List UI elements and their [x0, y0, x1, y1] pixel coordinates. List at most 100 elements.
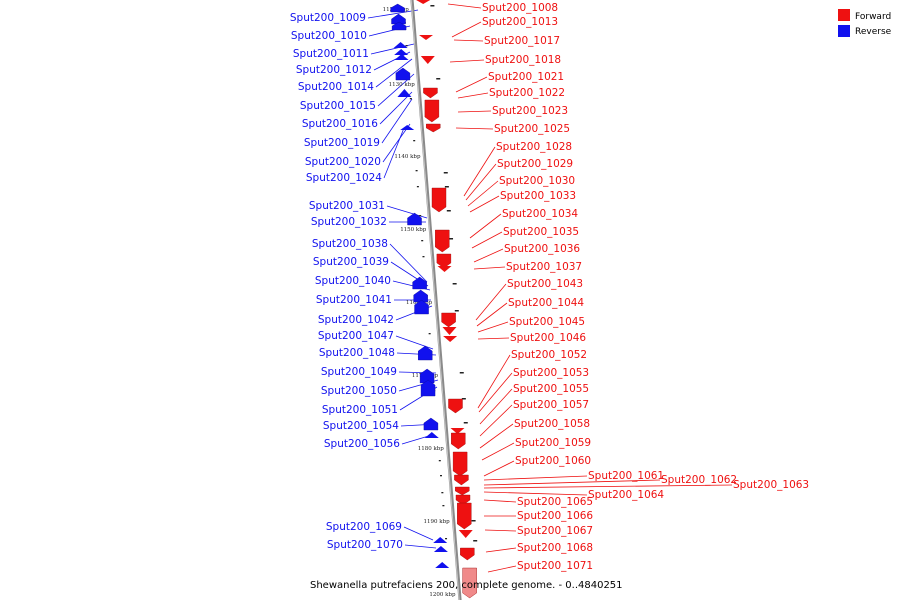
gene-label-reverse[interactable]: Sput200_1054: [323, 420, 399, 432]
forward-gene-feature[interactable]: [419, 35, 433, 40]
gene-label-forward[interactable]: Sput200_1064: [588, 489, 664, 501]
gene-label-forward[interactable]: Sput200_1060: [515, 455, 591, 467]
gene-label-forward[interactable]: Sput200_1021: [488, 71, 564, 83]
reverse-gene-feature[interactable]: [433, 546, 448, 552]
forward-gene-feature[interactable]: [455, 494, 471, 506]
gene-label-forward[interactable]: Sput200_1022: [489, 87, 565, 99]
gene-label-forward[interactable]: Sput200_1055: [513, 383, 589, 395]
gene-label-reverse[interactable]: Sput200_1039: [313, 256, 389, 268]
forward-gene-feature[interactable]: [458, 530, 473, 538]
gene-label-reverse[interactable]: Sput200_1016: [302, 118, 378, 130]
gene-label-forward[interactable]: Sput200_1053: [513, 367, 589, 379]
gene-label-forward[interactable]: Sput200_1018: [485, 54, 561, 66]
gene-label-forward[interactable]: Sput200_1059: [515, 437, 591, 449]
forward-gene-feature[interactable]: [454, 474, 469, 486]
gene-label-reverse[interactable]: Sput200_1038: [312, 238, 388, 250]
gene-label-reverse[interactable]: Sput200_1012: [296, 64, 372, 76]
forward-gene-feature[interactable]: [424, 99, 440, 123]
gene-label-forward[interactable]: Sput200_1044: [508, 297, 584, 309]
reverse-gene-feature[interactable]: [413, 289, 428, 303]
forward-gene-feature[interactable]: [443, 336, 458, 342]
forward-gene-feature[interactable]: [452, 451, 468, 477]
gene-label-forward[interactable]: Sput200_1036: [504, 243, 580, 255]
gene-label-reverse[interactable]: Sput200_1024: [306, 172, 382, 184]
reverse-gene-feature[interactable]: [394, 49, 409, 55]
reverse-gene-feature[interactable]: [420, 379, 436, 397]
reverse-gene-feature[interactable]: [433, 537, 448, 543]
forward-gene-feature[interactable]: [450, 428, 465, 434]
reverse-gene-feature[interactable]: [435, 562, 450, 568]
reverse-gene-feature[interactable]: [390, 3, 405, 13]
reverse-gene-feature[interactable]: [424, 432, 439, 438]
gene-label-reverse[interactable]: Sput200_1049: [321, 366, 397, 378]
gene-label-forward[interactable]: Sput200_1058: [514, 418, 590, 430]
forward-gene-feature[interactable]: [441, 312, 456, 328]
gene-label-reverse[interactable]: Sput200_1041: [316, 294, 392, 306]
reverse-gene-feature[interactable]: [391, 13, 406, 25]
gene-label-reverse[interactable]: Sput200_1056: [324, 438, 400, 450]
gene-label-forward[interactable]: Sput200_1030: [499, 175, 575, 187]
gene-label-forward[interactable]: Sput200_1061: [588, 470, 664, 482]
gene-label-forward[interactable]: Sput200_1045: [509, 316, 585, 328]
gene-label-forward[interactable]: Sput200_1013: [482, 16, 558, 28]
gene-label-forward[interactable]: Sput200_1025: [494, 123, 570, 135]
reverse-gene-feature[interactable]: [397, 89, 412, 97]
gene-label-reverse[interactable]: Sput200_1015: [300, 100, 376, 112]
forward-gene-feature[interactable]: [437, 266, 452, 272]
forward-gene-feature[interactable]: [431, 187, 447, 213]
reverse-gene-feature[interactable]: [423, 417, 439, 431]
gene-label-reverse[interactable]: Sput200_1019: [304, 137, 380, 149]
reverse-gene-feature[interactable]: [393, 42, 408, 48]
gene-label-reverse[interactable]: Sput200_1014: [298, 81, 374, 93]
gene-label-forward[interactable]: Sput200_1052: [511, 349, 587, 361]
forward-gene-feature[interactable]: [426, 123, 441, 133]
gene-label-reverse[interactable]: Sput200_1020: [305, 156, 381, 168]
gene-label-forward[interactable]: Sput200_1046: [510, 332, 586, 344]
gene-label-reverse[interactable]: Sput200_1047: [318, 330, 394, 342]
gene-label-forward[interactable]: Sput200_1008: [482, 2, 558, 14]
forward-gene-feature[interactable]: [435, 229, 450, 253]
forward-gene-feature[interactable]: [455, 486, 470, 496]
gene-label-forward[interactable]: Sput200_1065: [517, 496, 593, 508]
forward-gene-feature[interactable]: [423, 87, 438, 99]
gene-label-reverse[interactable]: Sput200_1042: [318, 314, 394, 326]
forward-gene-feature[interactable]: [457, 502, 472, 530]
gene-label-reverse[interactable]: Sput200_1048: [319, 347, 395, 359]
gene-label-forward[interactable]: Sput200_1067: [517, 525, 593, 537]
gene-label-forward[interactable]: Sput200_1066: [517, 510, 593, 522]
gene-label-reverse[interactable]: Sput200_1010: [291, 30, 367, 42]
forward-gene-feature[interactable]: [420, 56, 435, 64]
reverse-gene-feature[interactable]: [394, 54, 409, 60]
forward-gene-feature[interactable]: [436, 253, 452, 269]
gene-label-reverse[interactable]: Sput200_1051: [322, 404, 398, 416]
gene-label-reverse[interactable]: Sput200_1050: [321, 385, 397, 397]
forward-gene-feature[interactable]: [462, 567, 477, 599]
gene-label-forward[interactable]: Sput200_1033: [500, 190, 576, 202]
forward-gene-feature[interactable]: [448, 398, 463, 414]
gene-label-forward[interactable]: Sput200_1017: [484, 35, 560, 47]
gene-label-forward[interactable]: Sput200_1063: [733, 479, 809, 491]
reverse-gene-feature[interactable]: [391, 21, 407, 31]
gene-label-forward[interactable]: Sput200_1062: [661, 474, 737, 486]
gene-label-forward[interactable]: Sput200_1035: [503, 226, 579, 238]
reverse-gene-feature[interactable]: [419, 368, 435, 384]
gene-label-reverse[interactable]: Sput200_1032: [311, 216, 387, 228]
reverse-gene-feature[interactable]: [407, 212, 422, 226]
reverse-gene-feature[interactable]: [395, 67, 411, 81]
gene-label-reverse[interactable]: Sput200_1011: [293, 48, 369, 60]
gene-label-forward[interactable]: Sput200_1043: [507, 278, 583, 290]
gene-label-forward[interactable]: Sput200_1071: [517, 560, 593, 572]
gene-label-reverse[interactable]: Sput200_1031: [309, 200, 385, 212]
gene-label-forward[interactable]: Sput200_1057: [513, 399, 589, 411]
gene-label-reverse[interactable]: Sput200_1009: [290, 12, 366, 24]
gene-label-forward[interactable]: Sput200_1029: [497, 158, 573, 170]
gene-label-forward[interactable]: Sput200_1034: [502, 208, 578, 220]
gene-label-reverse[interactable]: Sput200_1040: [315, 275, 391, 287]
gene-label-forward[interactable]: Sput200_1023: [492, 105, 568, 117]
forward-gene-feature[interactable]: [460, 547, 475, 561]
gene-label-forward[interactable]: Sput200_1037: [506, 261, 582, 273]
forward-gene-feature[interactable]: [442, 327, 457, 335]
gene-label-forward[interactable]: Sput200_1068: [517, 542, 593, 554]
reverse-gene-feature[interactable]: [418, 345, 433, 361]
forward-gene-feature[interactable]: [416, 0, 431, 4]
